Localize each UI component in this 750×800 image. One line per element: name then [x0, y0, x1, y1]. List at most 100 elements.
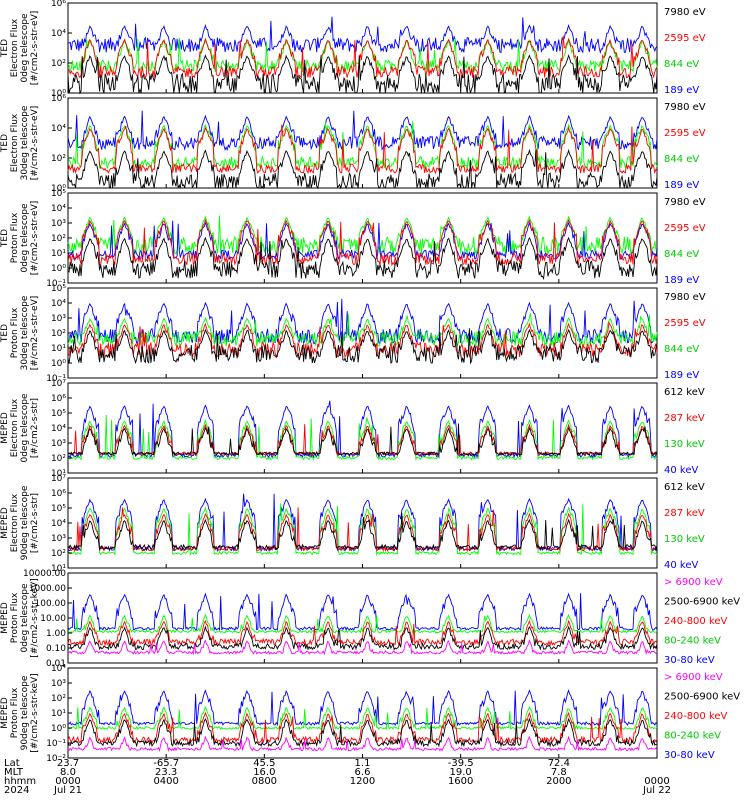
x-tick-label: 16.0 — [253, 767, 275, 778]
series-line-0 — [67, 110, 658, 152]
legend-label: 189 eV — [664, 180, 699, 191]
legend-label: 7980 eV — [664, 292, 706, 303]
y-tick-label: 1000.00 — [29, 584, 66, 594]
y-axis-label: 0deg telescope — [20, 13, 30, 83]
y-axis-label: MEPED — [0, 602, 10, 634]
y-tick-label: 10³ — [51, 534, 66, 544]
y-tick-label: 10⁻¹ — [46, 739, 66, 749]
x-tick-label: 6.6 — [355, 767, 371, 778]
y-tick-label: 10³ — [51, 679, 66, 689]
y-axis-label: Proton Flux — [10, 307, 20, 358]
y-tick-label: 10¹ — [51, 709, 66, 719]
series-line-1 — [67, 414, 658, 462]
series-line-3 — [67, 717, 657, 748]
x-tick-label: 2000 — [546, 776, 571, 787]
legend-label: 844 eV — [664, 249, 699, 260]
series-line-4 — [67, 639, 658, 656]
legend-label: 30-80 keV — [664, 655, 715, 666]
legend-label: 130 keV — [664, 534, 705, 545]
x-tick-label: 45.5 — [253, 758, 275, 769]
legend-label: 189 eV — [664, 85, 699, 96]
y-tick-label: 10⁰ — [51, 184, 66, 194]
y-tick-label: 0.10 — [46, 644, 66, 654]
y-tick-label: 10⁶ — [51, 489, 66, 499]
y-axis-label: [#/cm2-s-str-eV] — [30, 201, 40, 276]
series-line-3 — [67, 625, 658, 651]
y-axis-label: [#/cm2-s-str] — [30, 493, 40, 553]
y-axis-label: MEPED — [0, 412, 10, 444]
y-tick-label: 10⁵ — [51, 189, 66, 199]
legend-label: 2595 eV — [664, 318, 706, 329]
y-axis-label: TED — [0, 229, 10, 248]
legend-label: 80-240 keV — [664, 636, 721, 647]
y-tick-label: 10³ — [51, 219, 66, 229]
y-tick-label: 10⁰ — [51, 89, 66, 99]
series-line-0 — [67, 689, 658, 727]
y-tick-label: 10⁶ — [51, 394, 66, 404]
legend-label: 40 keV — [664, 465, 698, 476]
y-tick-label: 100.00 — [35, 599, 67, 609]
series-line-3 — [67, 236, 658, 281]
legend-label: 612 keV — [664, 387, 705, 398]
y-tick-label: 10⁴ — [51, 299, 66, 309]
series-line-1 — [67, 503, 658, 557]
series-line-0 — [67, 298, 658, 345]
y-tick-label: 10² — [51, 454, 66, 464]
y-tick-label: 10⁴ — [51, 519, 66, 529]
legend-label: 7980 eV — [664, 197, 706, 208]
series-line-3 — [67, 328, 658, 365]
y-axis-label: 0deg telescope — [20, 203, 30, 273]
x-axis-row-label: MLT — [4, 767, 24, 778]
legend-label: 2595 eV — [664, 223, 706, 234]
series-line-0 — [67, 16, 658, 55]
y-tick-label: 10² — [51, 234, 66, 244]
series-line-3 — [67, 512, 658, 551]
x-tick-label: 0000 — [644, 776, 669, 787]
legend-label: 844 eV — [664, 344, 699, 355]
x-tick-label: 7.8 — [551, 767, 567, 778]
x-tick-label: Jul 21 — [53, 785, 82, 796]
y-tick-label: 10⁴ — [51, 664, 66, 674]
legend-label: 612 keV — [664, 482, 705, 493]
legend-label: 2595 eV — [664, 128, 706, 139]
series-line-2 — [67, 619, 658, 647]
y-tick-label: 10⁰ — [51, 724, 66, 734]
series-line-0 — [67, 493, 658, 553]
y-tick-label: 10⁶ — [51, 0, 66, 9]
y-tick-label: 1.00 — [46, 629, 66, 639]
legend-label: 2595 eV — [664, 33, 706, 44]
y-axis-label: [#/cm2-s-str-eV] — [30, 296, 40, 371]
y-tick-label: 10⁵ — [51, 284, 66, 294]
y-tick-label: 10⁵ — [51, 409, 66, 419]
y-axis-label: 0deg telescope — [20, 393, 30, 463]
series-line-1 — [67, 613, 658, 635]
y-axis-label: Electron Flux — [10, 398, 20, 457]
x-tick-label: 0000 — [55, 776, 80, 787]
x-tick-label: Jul 22 — [642, 785, 671, 796]
x-tick-label: 23.7 — [57, 758, 79, 769]
y-tick-label: 10⁰ — [51, 264, 66, 274]
legend-label: 7980 eV — [664, 102, 706, 113]
legend-label: 240-800 keV — [664, 711, 728, 722]
legend-label: 287 keV — [664, 508, 705, 519]
y-tick-label: 10⁻² — [46, 754, 66, 764]
y-tick-label: 10⁴ — [51, 424, 66, 434]
y-tick-label: 10⁵ — [51, 504, 66, 514]
y-axis-label: 90deg telescope — [20, 675, 30, 750]
series-line-1 — [67, 121, 658, 170]
series-line-2 — [67, 124, 658, 175]
x-tick-label: 23.3 — [155, 767, 177, 778]
series-line-1 — [67, 705, 658, 731]
y-tick-label: 10² — [51, 549, 66, 559]
y-axis-label: 0deg telescope — [20, 583, 30, 653]
y-tick-label: 10¹ — [51, 344, 66, 354]
y-axis-label: Proton Flux — [10, 687, 20, 738]
x-axis-row-label: Lat — [4, 758, 20, 769]
y-axis-label: MEPED — [0, 507, 10, 539]
legend-label: 844 eV — [664, 59, 699, 70]
y-axis-label: 30deg telescope — [20, 295, 30, 370]
y-tick-label: 10000.00 — [23, 569, 66, 579]
legend-label: 30-80 keV — [664, 750, 715, 761]
x-tick-label: 19.0 — [450, 767, 472, 778]
